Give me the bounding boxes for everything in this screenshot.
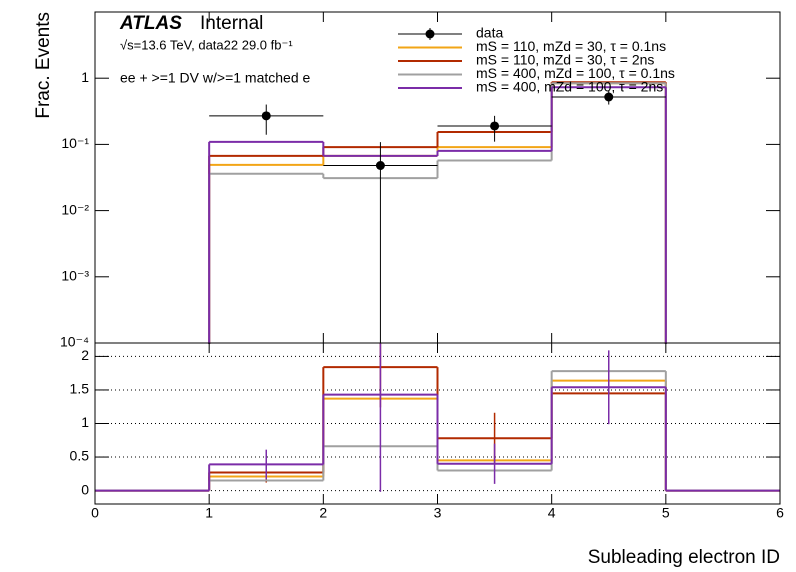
y-tick-label: 1 (81, 69, 89, 85)
internal-label: Internal (200, 13, 263, 34)
data-point (375, 161, 385, 171)
y-tick-label: 10⁻¹ (61, 135, 89, 151)
x-tick-label: 6 (776, 505, 784, 521)
data-point (261, 111, 271, 121)
plot-area (208, 81, 667, 344)
energy-label: √s=13.6 TeV, data22 29.0 fb⁻¹ (120, 37, 293, 52)
legend-label: data (476, 25, 503, 41)
x-tick-label: 0 (91, 505, 99, 521)
y-tick-label: 1 (81, 414, 89, 430)
panel-frame (94, 342, 781, 505)
plot-area (95, 343, 780, 492)
x-tick-label: 2 (319, 505, 327, 521)
y-tick-label: 10⁻² (61, 201, 89, 217)
legend-label: mS = 400, mZd = 100, τ = 2ns (476, 79, 663, 95)
y-axis-label: Frac. Events (33, 12, 54, 119)
y-tick-label: 0.5 (70, 448, 90, 464)
y-tick-label: 10⁻⁴ (60, 334, 89, 350)
selection-label: ee + >=1 DV w/>=1 matched e (120, 70, 311, 86)
y-tick-label: 2 (81, 347, 89, 363)
legend-label: mS = 400, mZd = 100, τ = 0.1ns (476, 65, 675, 81)
y-tick-label: 1.5 (70, 381, 90, 397)
x-tick-label: 5 (662, 505, 670, 521)
atlas-label: ATLAS (119, 13, 182, 34)
x-tick-label: 3 (434, 505, 442, 521)
legend-marker (425, 29, 435, 39)
y-tick-label: 10⁻³ (61, 268, 89, 284)
legend-label: mS = 110, mZd = 30, τ = 0.1ns (476, 38, 666, 54)
legend-label: mS = 110, mZd = 30, τ = 2ns (476, 52, 654, 68)
y-tick-label: 0 (81, 481, 89, 497)
data-point (604, 92, 614, 102)
x-tick-label: 4 (548, 505, 556, 521)
x-axis-label: Subleading electron ID (588, 547, 780, 568)
data-point (490, 121, 500, 131)
x-tick-label: 1 (205, 505, 213, 521)
